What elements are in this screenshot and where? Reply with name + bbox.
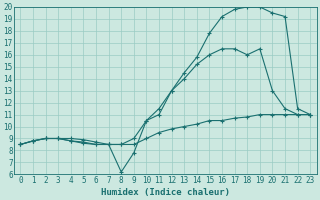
- X-axis label: Humidex (Indice chaleur): Humidex (Indice chaleur): [101, 188, 230, 197]
